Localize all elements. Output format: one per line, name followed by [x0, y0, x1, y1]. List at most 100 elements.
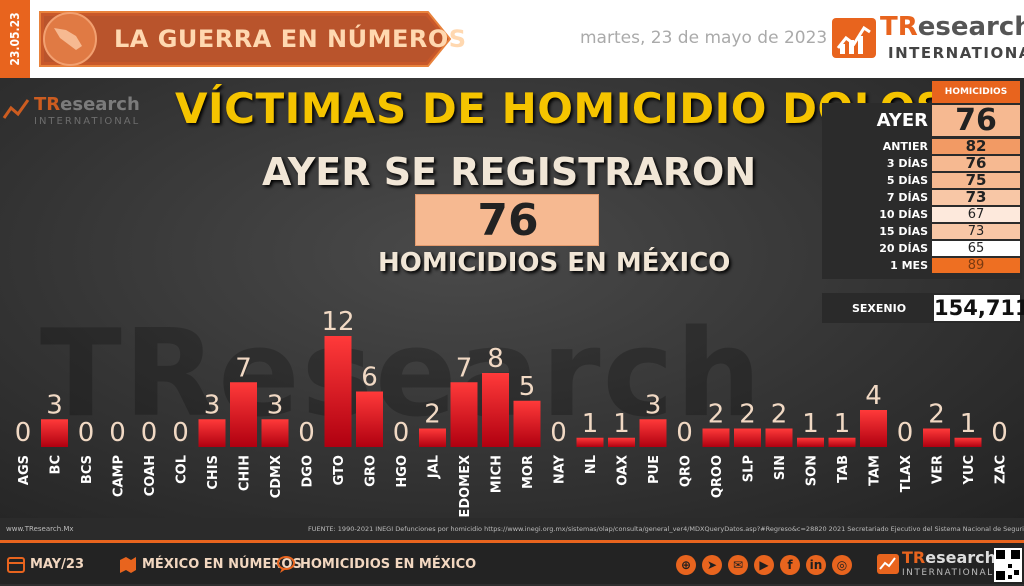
footer-homicidios[interactable]: HOMICIDIOS EN MÉXICO [300, 557, 477, 572]
summary-row-label: 5 DÍAS [886, 174, 928, 187]
web-icon[interactable]: ⊕ [676, 555, 696, 575]
bar-tam [860, 410, 887, 447]
total-box: 76 [415, 194, 599, 246]
title-banner: LA GUERRA EN NÚMEROS [36, 8, 466, 70]
date-tab-text: 23.05.23 [8, 12, 22, 66]
qr-code[interactable] [994, 548, 1022, 582]
source-text: FUENTE: 1990-2021 INEGI Defunciones por … [308, 525, 1024, 533]
summary-row-label: 15 DÍAS [879, 225, 928, 238]
category-label: SLP [742, 455, 757, 482]
bar-oax [608, 437, 635, 447]
category-label: TLAX [899, 455, 914, 492]
bar-value-label: 7 [456, 353, 473, 383]
bar-edomex [450, 382, 478, 447]
banner-title: LA GUERRA EN NÚMEROS [114, 25, 467, 53]
bar-value-label: 1 [802, 409, 819, 439]
instagram-icon[interactable]: ◎ [832, 555, 852, 575]
bar-value-label: 6 [361, 363, 378, 393]
bar-pue [639, 419, 667, 447]
source-bar: www.TResearch.Mx FUENTE: 1990-2021 INEGI… [0, 518, 1024, 540]
linkedin-icon[interactable]: in [806, 555, 826, 575]
category-label: NAY [553, 454, 568, 484]
bar-value-label: 8 [487, 344, 504, 374]
summary-row: 5 DÍAS 75 [822, 173, 1022, 189]
bar-gro [356, 391, 383, 447]
bar-value-label: 0 [172, 418, 189, 448]
telegram-icon[interactable]: ➤ [702, 555, 722, 575]
bar-jal [419, 428, 446, 447]
map-icon [120, 557, 136, 573]
bar-bc [41, 419, 68, 447]
summary-row-value: 75 [932, 173, 1020, 188]
chat-icon [277, 556, 295, 573]
headline-subtitle: AYER SE REGISTRARON [262, 150, 757, 194]
bar-value-label: 3 [46, 390, 63, 420]
footer-mexico-numbers[interactable]: MÉXICO EN NÚMEROS [142, 557, 302, 572]
summary-row: 1 MES 89 [822, 258, 1022, 274]
footer-month[interactable]: MAY/23 [30, 557, 85, 572]
footer-logo-icon [877, 554, 899, 574]
sexenio-value: 154,711 [934, 295, 1024, 321]
bar-cdmx [261, 419, 289, 447]
watermark-icon [2, 99, 30, 119]
bar-value-label: 0 [676, 418, 693, 448]
summary-row-value: 82 [932, 139, 1020, 154]
category-label: VER [931, 455, 946, 484]
summary-row-value: 65 [932, 241, 1020, 256]
summary-row-label: AYER [876, 110, 928, 131]
bar-value-label: 2 [739, 400, 756, 430]
bar-value-label: 0 [991, 418, 1008, 448]
date-tab: 23.05.23 [0, 0, 30, 78]
category-label: CHIS [206, 455, 221, 490]
bar-sin [765, 428, 793, 447]
summary-row-value: 76 [932, 105, 1020, 136]
bar-chart: 0 AGS 3 BC 0 BCS 0 CAMP 0 COAH 0 COL 3 CHIS 7 CHIH 3 CDMX… [15, 307, 1009, 518]
footer-brand-sub: INTERNATIONAL [902, 568, 994, 578]
sexenio-row: SEXENIO 154,711 [822, 293, 1024, 323]
summary-row-label: 7 DÍAS [886, 191, 928, 204]
sexenio-label: SEXENIO [852, 302, 907, 315]
bar-qroo [702, 428, 730, 447]
bar-value-label: 3 [204, 390, 221, 420]
bar-value-label: 0 [141, 418, 158, 448]
category-label: COL [175, 455, 190, 484]
source-site: www.TResearch.Mx [6, 525, 74, 533]
bar-chih [230, 382, 257, 447]
brand-logo: TResearch INTERNATIONAL [830, 8, 1024, 68]
summary-row: AYER 76 [822, 105, 1022, 137]
footer-brand: TResearch INTERNATIONAL [876, 548, 996, 582]
category-label: SON [805, 455, 820, 486]
summary-row-label: 10 DÍAS [879, 208, 928, 221]
watermark-sub: INTERNATIONAL [34, 116, 141, 127]
category-label: PUE [647, 455, 662, 484]
bar-value-label: 4 [865, 381, 882, 411]
mail-icon[interactable]: ✉ [728, 555, 748, 575]
bar-value-label: 1 [613, 409, 630, 439]
date-text: martes, 23 de mayo de 2023 [580, 28, 828, 48]
bar-slp [734, 428, 761, 447]
bar-value-label: 0 [298, 418, 315, 448]
summary-row: 7 DÍAS 73 [822, 190, 1022, 206]
bar-value-label: 0 [393, 418, 410, 448]
category-label: QROO [710, 455, 725, 498]
bar-value-label: 1 [960, 409, 977, 439]
category-label: NL [584, 455, 599, 474]
facebook-icon[interactable]: f [780, 555, 800, 575]
category-label: YUC [962, 455, 977, 486]
bar-value-label: 2 [424, 400, 441, 430]
bar-nl [576, 437, 604, 447]
category-label: CDMX [269, 455, 284, 498]
summary-row: 10 DÍAS 67 [822, 207, 1022, 223]
category-label: BCS [80, 455, 95, 484]
bar-value-label: 2 [708, 400, 725, 430]
category-label: MOR [521, 455, 536, 489]
summary-row-value: 89 [932, 258, 1020, 273]
summary-row-value: 73 [932, 224, 1020, 239]
bar-chis [198, 419, 226, 447]
bar-value-label: 7 [235, 353, 252, 383]
summary-row-value: 73 [932, 190, 1020, 205]
youtube-icon[interactable]: ▶ [754, 555, 774, 575]
bar-value-label: 1 [834, 409, 851, 439]
brand-subtitle: INTERNATIONAL [888, 44, 1024, 62]
category-label: BC [49, 455, 64, 474]
